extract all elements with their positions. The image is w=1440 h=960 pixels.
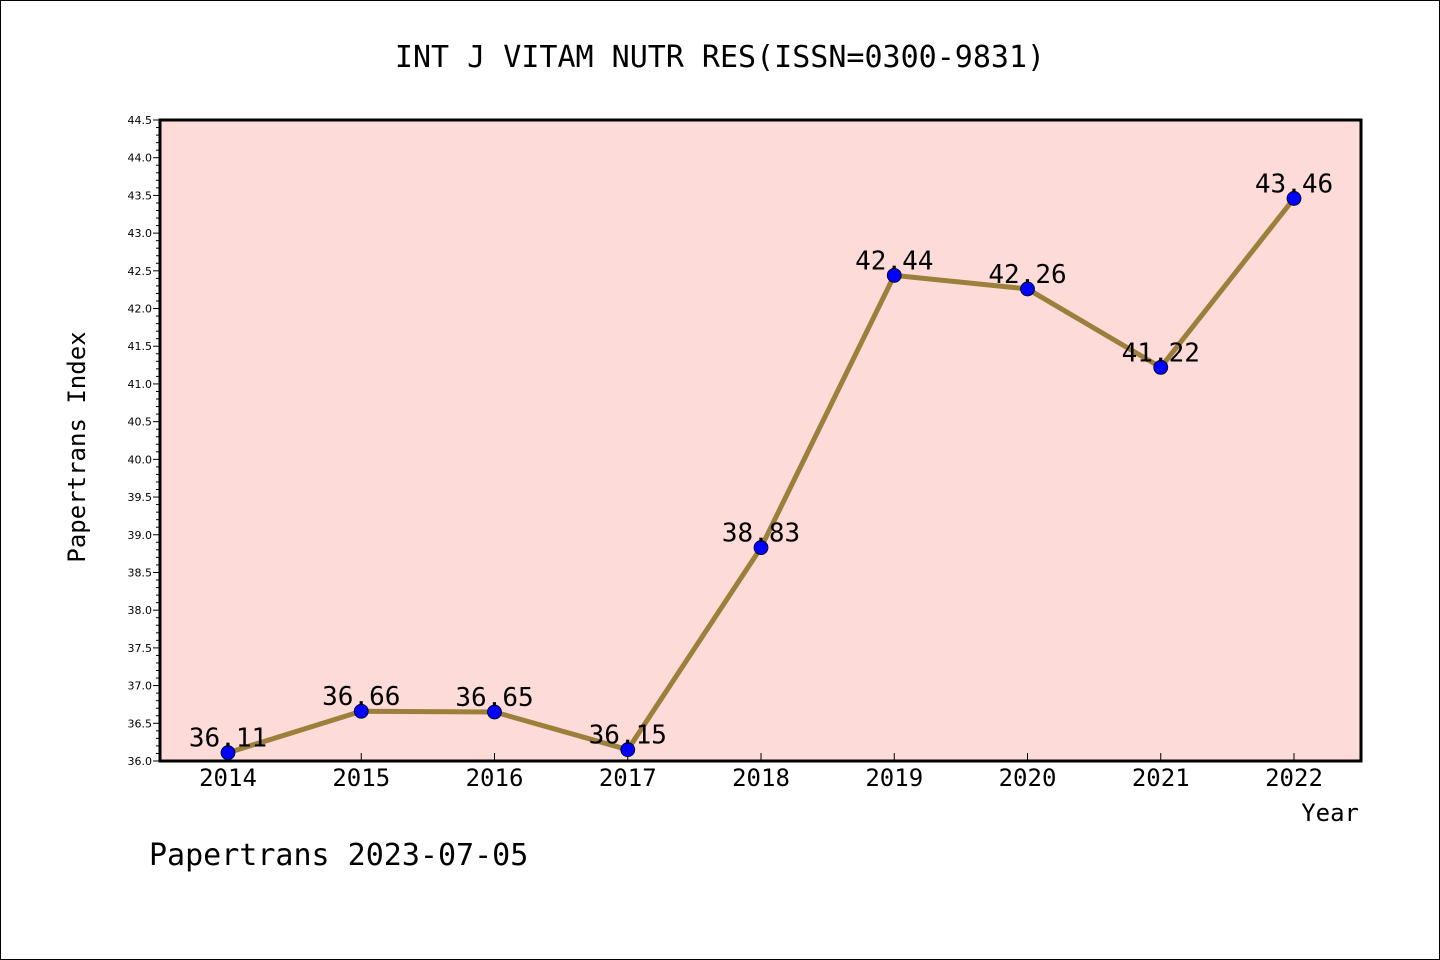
y-tick-label: 44.5: [128, 114, 153, 127]
x-tick-label: 2021: [1132, 764, 1190, 792]
y-tick-label: 38.5: [128, 566, 153, 579]
x-tick-label: 2016: [466, 764, 524, 792]
y-tick-label: 39.0: [128, 529, 153, 542]
data-point-marker: [487, 704, 502, 720]
y-tick-label: 39.5: [128, 491, 153, 504]
plot-area: [160, 120, 1361, 761]
data-point-marker: [886, 267, 902, 283]
data-label: 36.15: [589, 721, 667, 751]
data-label: 38.83: [722, 519, 800, 549]
y-tick-label: 43.0: [128, 227, 153, 240]
series-group: [220, 191, 1302, 761]
x-tick-label: 2019: [865, 764, 923, 792]
data-point-marker: [620, 742, 636, 758]
data-point-marker: [1153, 359, 1169, 375]
x-tick-label: 2014: [199, 764, 257, 792]
data-label: 41.22: [1122, 338, 1200, 368]
x-tick-label: 2017: [599, 764, 657, 792]
data-label: 42.44: [855, 246, 933, 276]
x-tick-label: 2015: [332, 764, 390, 792]
data-point-marker: [1020, 281, 1035, 297]
data-labels: 36.11 36.66 36.65 36.15 38.83 42.44 42.26 41.22…: [189, 169, 1333, 753]
y-tick-label: 38.0: [128, 604, 153, 617]
y-tick-label: 40.5: [128, 416, 153, 429]
y-tick-label: 36.0: [128, 755, 153, 768]
y-tick-label: 37.5: [128, 642, 153, 655]
y-tick-label: 42.5: [128, 265, 153, 278]
x-tick-label: 2018: [732, 764, 790, 792]
data-label: 36.66: [322, 682, 400, 712]
y-tick-label: 36.5: [128, 717, 153, 730]
x-tick-label: 2022: [1265, 764, 1323, 792]
x-axis-label: Year: [1301, 799, 1359, 827]
data-label: 36.11: [189, 724, 267, 754]
data-point-marker: [753, 540, 769, 555]
data-label: 42.26: [988, 260, 1066, 290]
chart-title: INT J VITAM NUTR RES(ISSN=0300-9831): [395, 40, 1045, 75]
data-point-marker: [1286, 191, 1302, 206]
y-tick-label: 40.0: [128, 453, 153, 466]
data-point-marker: [353, 703, 369, 719]
y-tick-label: 41.5: [128, 340, 153, 353]
y-tick-label: 44.0: [128, 152, 153, 165]
data-label: 36.65: [455, 683, 533, 713]
plot-frame: [158, 118, 1363, 763]
y-axis-tick-labels: 36.0 36.5 37.0 37.5 38.0 38.5 39.0 39.5 40.0 40.5…: [128, 114, 153, 768]
y-tick-label: 43.5: [128, 189, 153, 202]
x-axis-tick-labels: 2014 2015 2016 2017 2018 2019 2020 2021 2022: [199, 764, 1323, 792]
y-axis-label: Papertrans Index: [63, 331, 91, 562]
footer-date-stamp: Papertrans 2023-07-05: [149, 838, 528, 873]
data-label: 43.46: [1255, 169, 1333, 199]
x-tick-label: 2020: [999, 764, 1057, 792]
y-tick-label: 42.0: [128, 303, 153, 316]
y-tick-label: 41.0: [128, 378, 153, 391]
y-tick-label: 37.0: [128, 680, 153, 693]
